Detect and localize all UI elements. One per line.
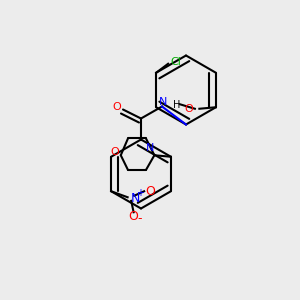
- Text: O: O: [129, 210, 139, 223]
- Text: O: O: [145, 185, 155, 198]
- Text: O: O: [112, 101, 122, 112]
- Text: +: +: [136, 188, 144, 198]
- Text: Cl: Cl: [170, 57, 181, 67]
- Text: N: N: [159, 97, 168, 107]
- Text: O: O: [184, 104, 193, 114]
- Text: N: N: [130, 192, 140, 205]
- Text: N: N: [146, 143, 154, 153]
- Text: -: -: [137, 212, 142, 225]
- Text: H: H: [173, 100, 180, 110]
- Text: O: O: [110, 147, 119, 157]
